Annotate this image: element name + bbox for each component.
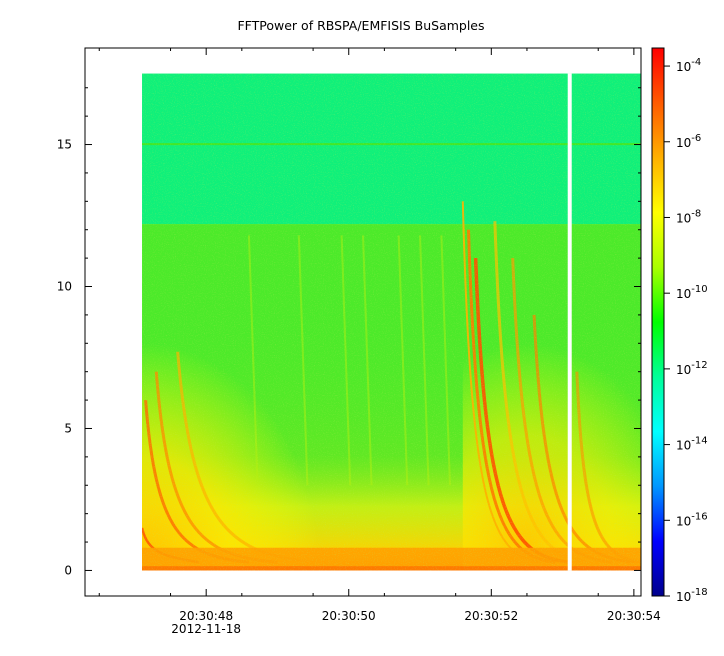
colorbar-scale: [651, 47, 665, 597]
x-tick-label: 20:30:48: [179, 609, 233, 623]
y-tick: 5: [64, 421, 641, 435]
colorbar-tick-label: 10-4: [676, 57, 701, 74]
y-tick-label: 0: [64, 563, 72, 577]
x-tick-label: 20:30:50: [322, 609, 376, 623]
chart-title: FFTPower of RBSPA/EMFISIS BuSamples: [237, 18, 484, 33]
colorbar-tick-label: 10-16: [676, 511, 708, 528]
colorbar-tick-label: 10-8: [676, 208, 701, 225]
y-tick-label: 15: [57, 138, 72, 152]
y-tick-label: 10: [57, 280, 72, 294]
y-axis: 0 5 10 15: [57, 87, 641, 577]
colorbar-tick: 10-16: [664, 511, 708, 528]
colorbar-tick-label: 10-6: [676, 133, 701, 150]
colorbar-tick: 10-14: [664, 436, 708, 453]
colorbar-tick-label: 10-12: [676, 360, 708, 377]
y-tick: 15: [57, 138, 641, 152]
colorbar-tick: 10-10: [664, 284, 708, 301]
colorbar-tick-label: 10-18: [676, 587, 708, 604]
x-tick: 20:30:52: [464, 48, 518, 623]
plot-frame: [84, 47, 642, 597]
colorbar-tick-label: 10-14: [676, 436, 708, 453]
colorbar-tick: 10-4: [664, 57, 701, 74]
spectrogram-image: [142, 73, 641, 571]
colorbar-tick: 10-18: [664, 587, 708, 604]
colorbar-ticks: 10-4 10-6 10-8 10-10 10-12 10-14 10-16 10-18: [664, 57, 708, 604]
colorbar-tick: 10-12: [664, 360, 708, 377]
x-tick-date-label: 2012-11-18: [171, 622, 241, 636]
colorbar-tick: 10-6: [664, 133, 701, 150]
y-tick: 10: [57, 280, 641, 294]
x-tick: 20:30:54: [607, 48, 661, 623]
colorbar: 10-4 10-6 10-8 10-10 10-12 10-14 10-16 10-18: [651, 47, 708, 604]
x-tick-label: 20:30:54: [607, 609, 661, 623]
y-tick-label: 5: [64, 421, 72, 435]
colorbar-tick: 10-8: [664, 208, 701, 225]
y-tick: 0: [64, 563, 641, 577]
x-tick: 20:30:50: [322, 48, 376, 623]
colorbar-tick-label: 10-10: [676, 284, 708, 301]
x-tick-label: 20:30:52: [464, 609, 518, 623]
